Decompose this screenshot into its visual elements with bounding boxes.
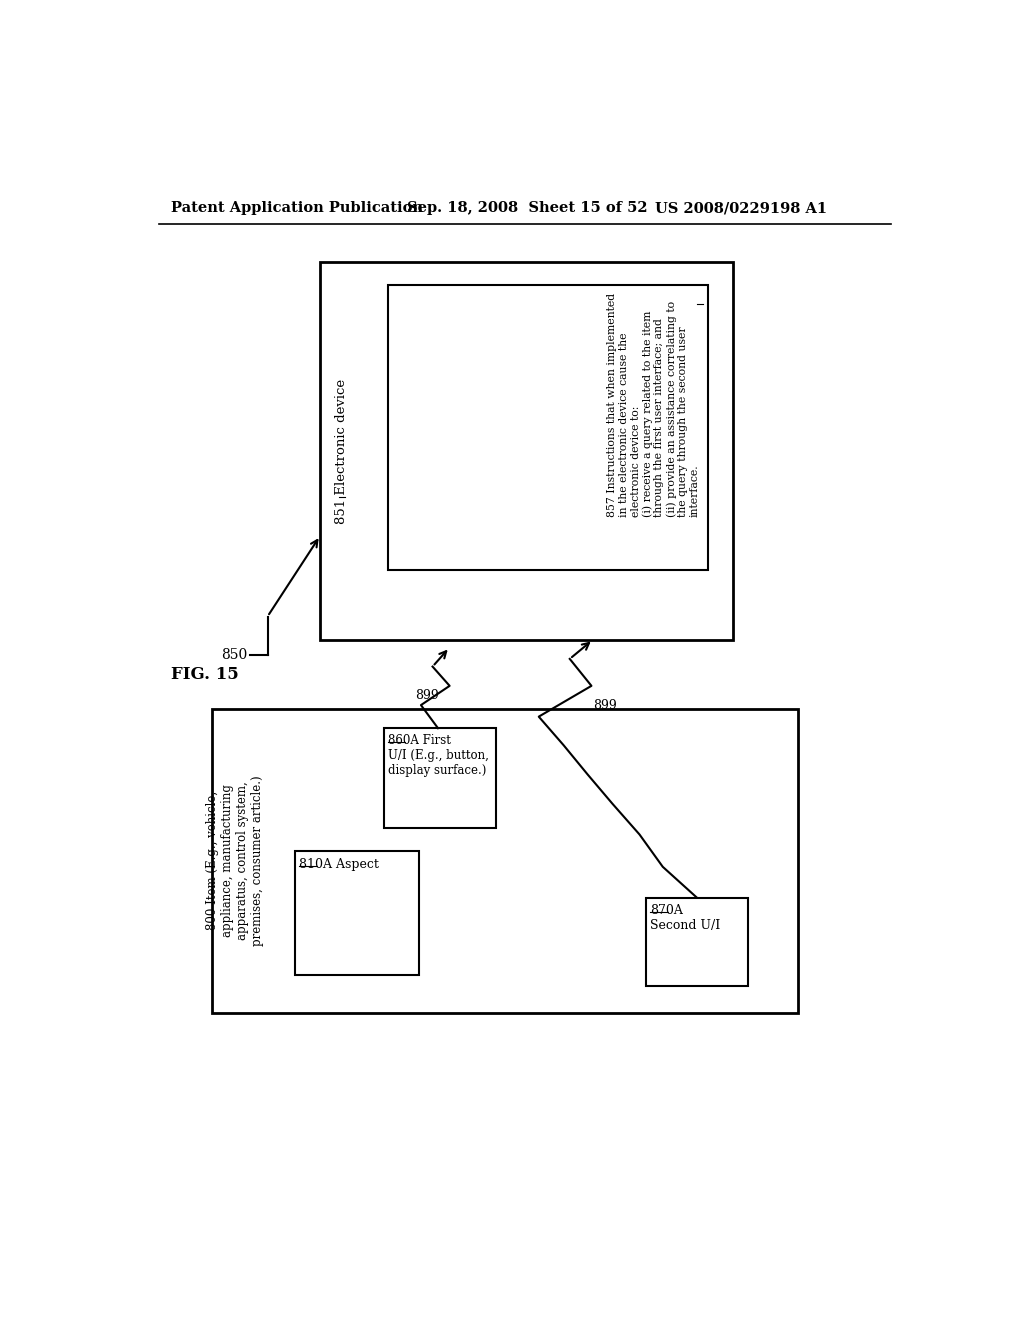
- Text: 851 Electronic device: 851 Electronic device: [336, 379, 348, 524]
- Text: 899: 899: [593, 698, 616, 711]
- Bar: [212, 709, 799, 1014]
- Text: 899: 899: [415, 689, 438, 702]
- Bar: [321, 263, 732, 640]
- Text: 800 Item (E.g., vehicle,
appliance, manufacturing
apparatus, control system,
pre: 800 Item (E.g., vehicle, appliance, manu…: [206, 775, 264, 946]
- Bar: [384, 729, 496, 829]
- Text: 870A
Second U/I: 870A Second U/I: [650, 904, 721, 932]
- Text: 860A First
U/I (E.g., button,
display surface.): 860A First U/I (E.g., button, display su…: [388, 734, 489, 777]
- Text: Sep. 18, 2008  Sheet 15 of 52: Sep. 18, 2008 Sheet 15 of 52: [407, 202, 647, 215]
- Bar: [646, 898, 748, 986]
- Text: Patent Application Publication: Patent Application Publication: [171, 202, 423, 215]
- Bar: [388, 285, 708, 570]
- Text: FIG. 15: FIG. 15: [171, 665, 239, 682]
- Text: 810A Aspect: 810A Aspect: [299, 858, 379, 871]
- Bar: [295, 851, 419, 974]
- Text: 850: 850: [221, 648, 247, 663]
- Text: US 2008/0229198 A1: US 2008/0229198 A1: [655, 202, 827, 215]
- Text: 857 Instructions that when implemented
in the electronic device cause the
electr: 857 Instructions that when implemented i…: [607, 293, 700, 517]
